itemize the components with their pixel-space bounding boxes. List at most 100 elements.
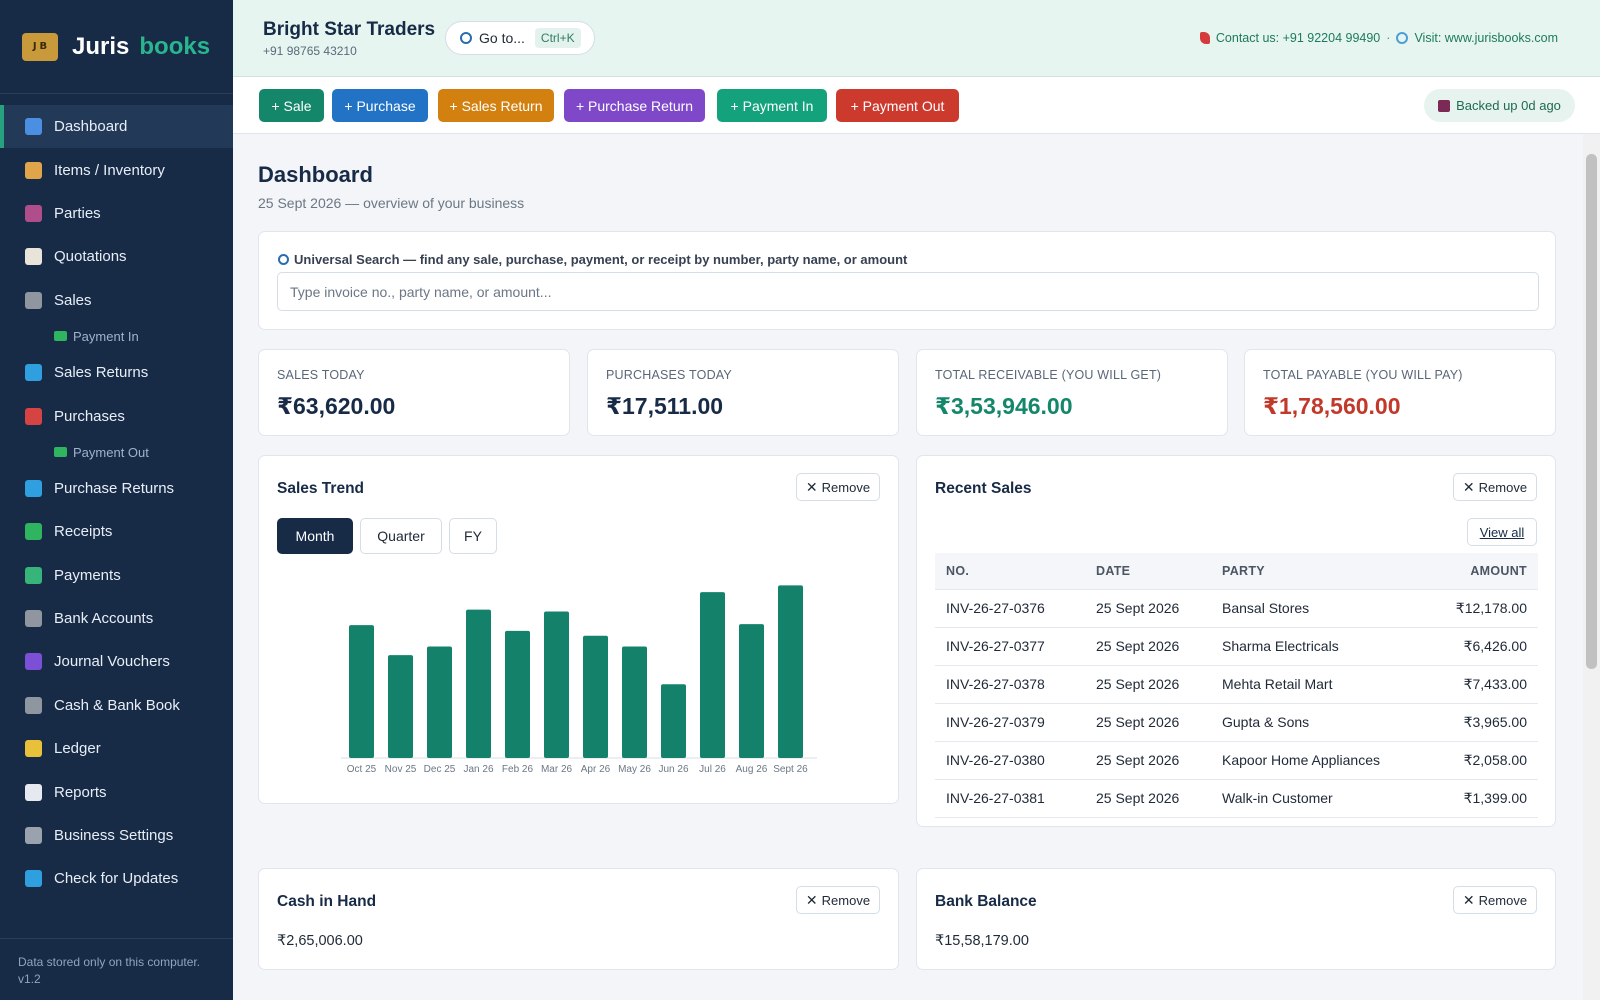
column-header-date: DATE [1085,553,1211,589]
cash-in-hand-title: Cash in Hand [277,893,377,910]
chart-bar[interactable] [427,646,452,758]
kpi-label: TOTAL RECEIVABLE (YOU WILL GET) [935,368,1162,382]
sidebar-item-label: Ledger [54,740,101,758]
business-name: Bright Star Traders [263,19,436,40]
add-purchase-button[interactable]: + Purchase [332,89,428,122]
sidebar-item-quotations[interactable]: Quotations [0,235,233,278]
sidebar-subitem-payment-in[interactable]: Payment In [0,322,233,351]
chart-bar[interactable] [583,635,608,758]
chart-bar[interactable] [349,625,374,758]
x-tick-label: Jun 26 [658,764,688,775]
visit-link[interactable]: Visit: www.jurisbooks.com [1414,31,1558,45]
date-cell: 25 Sept 2026 [1085,740,1211,779]
sidebar-item-label: Quotations [54,248,127,266]
sidebar-item-business-settings[interactable]: Business Settings [0,814,233,857]
remove-sales-trend-button[interactable]: ✕ Remove [796,473,880,501]
sidebar-item-journal-vouchers[interactable]: Journal Vouchers [0,640,233,683]
dashboard-icon [25,118,42,136]
magnifier-icon [278,254,289,265]
invoice-number-cell: INV-26-27-0378 [935,664,1085,703]
sidebar-item-reports[interactable]: Reports [0,770,233,813]
action-bar: + Sale + Purchase + Sales Return + Purch… [233,77,1600,134]
purchases-icon [25,407,42,425]
column-header-amount: AMOUNT [1430,553,1538,589]
x-tick-label: Jul 26 [699,764,726,775]
table-row[interactable]: INV-26-27-0379 25 Sept 2026 Gupta & Sons ₹3… [935,702,1538,741]
chart-bar[interactable] [661,684,686,758]
add-payment-out-button[interactable]: + Payment Out [836,89,959,122]
kpi-purchases-today: PURCHASES TODAY ₹17,511.00 [587,349,899,436]
goto-button[interactable]: Go to... Ctrl+K [445,21,595,55]
date-cell: 25 Sept 2026 [1085,626,1211,665]
table-row[interactable]: INV-26-27-0380 25 Sept 2026 Kapoor Home Ap… [935,740,1538,779]
add-sales-return-button[interactable]: + Sales Return [438,89,554,122]
party-cell: Bansal Stores [1211,588,1431,627]
sidebar-item-label: Purchase Returns [54,479,175,497]
sidebar-item-bank-accounts[interactable]: Bank Accounts [0,597,233,640]
banknote-icon [54,331,67,342]
remove-bank-balance-button[interactable]: ✕ Remove [1453,886,1537,914]
backup-status[interactable]: Backed up 0d ago [1424,89,1575,122]
column-header-no: NO. [935,553,1085,589]
sidebar-item-cash-bank-book[interactable]: Cash & Bank Book [0,684,233,727]
sidebar-item-dashboard[interactable]: Dashboard [0,105,233,149]
invoice-number-cell: INV-26-27-0379 [935,702,1085,741]
sidebar-item-purchase-returns[interactable]: Purchase Returns [0,467,233,510]
chart-bar[interactable] [505,630,530,758]
sidebar-item-ledger[interactable]: Ledger [0,727,233,770]
tab-quarter[interactable]: Quarter [360,518,442,554]
brand-name-accent: books [139,32,211,60]
chart-bar[interactable] [739,624,764,758]
add-sale-button[interactable]: + Sale [259,89,324,122]
table-row[interactable]: INV-26-27-0378 25 Sept 2026 Mehta Retail M… [935,664,1538,703]
sidebar-item-purchases[interactable]: Purchases [0,394,233,437]
backup-status-text: Backed up 0d ago [1456,98,1561,113]
main-scrollbar[interactable] [1583,134,1600,1000]
sidebar-item-sales-returns[interactable]: Sales Returns [0,351,233,394]
chart-bar[interactable] [622,646,647,758]
sidebar-item-payments[interactable]: Payments [0,554,233,597]
add-payment-in-button[interactable]: + Payment In [717,89,827,122]
tab-month[interactable]: Month [277,518,353,554]
tab-fy[interactable]: FY [449,518,497,554]
goto-label: Go to... [479,30,525,46]
cash-in-hand-value: ₹2,65,006.00 [277,933,363,949]
invoice-number-cell: INV-26-27-0376 [935,588,1085,627]
add-purchase-return-button[interactable]: + Purchase Return [564,89,705,122]
table-row[interactable]: INV-26-27-0377 25 Sept 2026 Sharma Electri… [935,626,1538,665]
remove-cash-in-hand-button[interactable]: ✕ Remove [796,886,880,914]
check-for-updates-icon [25,870,42,888]
sidebar-item-check-for-updates[interactable]: Check for Updates [0,857,233,900]
main-content: Dashboard 25 Sept 2026 — overview of you… [233,134,1583,1000]
view-all-link[interactable]: View all [1467,518,1537,546]
sales-trend-chart: Oct 25 Nov 25 Dec 25 Jan 26 Feb 26 Mar 26 Apr … [341,585,817,775]
sidebar-item-parties[interactable]: Parties [0,192,233,235]
contact-link[interactable]: Contact us: +91 92204 99490 [1215,31,1381,45]
business-phone: +91 98765 43210 [263,44,357,58]
kpi-value: ₹3,53,946.00 [935,393,1073,419]
sidebar-subitem-payment-out[interactable]: Payment Out [0,438,233,467]
close-icon: ✕ [1462,892,1475,908]
chart-bar[interactable] [544,611,569,758]
reports-icon [25,783,42,801]
remove-recent-sales-button[interactable]: ✕ Remove [1453,473,1537,501]
sales-trend-title: Sales Trend [277,480,365,497]
contact-info: Contact us: +91 92204 99490 · Visit: www… [1199,31,1558,45]
chart-bar[interactable] [700,592,725,758]
chart-bar[interactable] [388,655,413,758]
cash-in-hand-card: Cash in Hand ✕ Remove ₹2,65,006.00 [258,868,899,970]
contact-separator: · [1386,31,1391,45]
business-settings-icon [25,827,42,845]
table-row[interactable]: INV-26-27-0376 25 Sept 2026 Bansal Stores ₹… [935,588,1538,627]
table-row[interactable]: INV-26-27-0381 25 Sept 2026 Walk-in Custom… [935,778,1538,818]
universal-search-input[interactable] [277,272,1539,311]
x-tick-label: Jan 26 [463,764,493,775]
sidebar-item-sales[interactable]: Sales [0,279,233,322]
chart-bar[interactable] [466,609,491,758]
scrollbar-thumb[interactable] [1586,154,1597,669]
sidebar-item-items-inventory[interactable]: Items / Inventory [0,148,233,191]
sidebar-item-receipts[interactable]: Receipts [0,510,233,553]
x-tick-label: Nov 25 [385,764,417,775]
chart-bar[interactable] [778,585,803,758]
